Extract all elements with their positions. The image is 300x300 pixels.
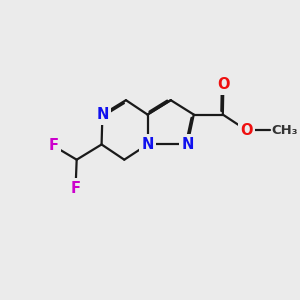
Text: O: O [240, 123, 253, 138]
Text: N: N [181, 137, 194, 152]
Text: N: N [141, 137, 154, 152]
Text: F: F [48, 138, 59, 153]
Text: O: O [217, 77, 230, 92]
Text: F: F [70, 181, 81, 196]
Text: N: N [96, 107, 109, 122]
Text: CH₃: CH₃ [272, 124, 298, 136]
